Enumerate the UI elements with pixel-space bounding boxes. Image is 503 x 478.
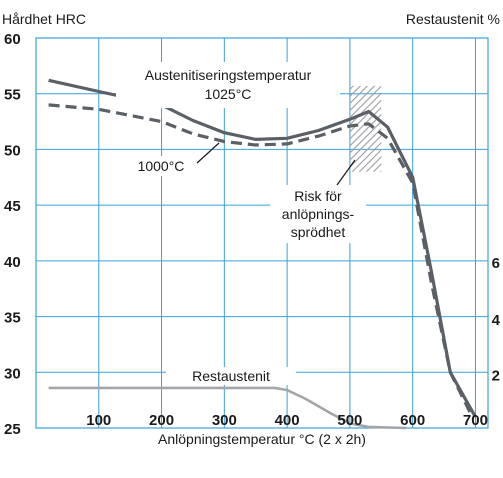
- series-line-1025: [48, 78, 477, 418]
- series-line-restaustenit: [48, 386, 407, 430]
- y-tick-label-left: 25: [4, 421, 21, 438]
- tick-labels: 100 200 300 400 500 600 700 25 30 35 40 45 50 55 60 2 4 6: [4, 31, 501, 438]
- y-tick-label-left: 60: [4, 31, 21, 48]
- annotation-1000: 1000°C: [138, 158, 185, 174]
- annotation-backdrop: [128, 156, 194, 176]
- x-axis-label: Anlöpningstemperatur °C (2 x 2h): [158, 431, 366, 447]
- annotation-pointer: [336, 159, 356, 186]
- x-tick-label: 500: [337, 412, 362, 429]
- annotation-backdrop: [166, 367, 296, 385]
- x-tick-label: 400: [275, 412, 300, 429]
- y-tick-label-left: 45: [4, 198, 21, 215]
- x-tick-label: 600: [400, 412, 425, 429]
- annotation-risk-line3: sprödhet: [291, 224, 346, 240]
- y-tick-label-right: 2: [492, 368, 500, 385]
- x-tick-label: 200: [149, 412, 174, 429]
- annotation-risk-line1: Risk för: [294, 188, 342, 204]
- annotation-austenit-line2: 1025°C: [205, 86, 252, 102]
- series-group: [48, 78, 477, 430]
- x-tick-label: 300: [212, 412, 237, 429]
- annotation-backdrop: [270, 185, 366, 243]
- annotation-backdrop: [116, 62, 340, 108]
- y-tick-label-left: 50: [4, 142, 21, 159]
- y-axis-label-left: Hårdhet HRC: [2, 11, 86, 27]
- annotation-restaustenit: Restaustenit: [192, 368, 270, 384]
- annotation-austenit-line1: Austenitiseringstemperatur: [145, 67, 312, 83]
- y-tick-label-left: 35: [4, 310, 21, 327]
- x-tick-label: 100: [86, 412, 111, 429]
- plot-frame: [35, 37, 489, 429]
- annotation-pointer: [196, 142, 220, 164]
- y-tick-label-right: 6: [492, 255, 500, 272]
- y-tick-label-left: 30: [4, 365, 21, 382]
- y-axis-label-right: Restaustenit %: [406, 11, 500, 27]
- risk-zone-hatch: [349, 85, 382, 172]
- y-tick-label-right: 4: [492, 312, 501, 329]
- y-tick-label-left: 40: [4, 254, 21, 271]
- risk-zone: [349, 85, 382, 172]
- x-tick-label: 700: [463, 412, 488, 429]
- annotations: Austenitiseringstemperatur 1025°C 1000°C…: [116, 62, 366, 385]
- annotation-risk-line2: anlöpnings-: [282, 206, 355, 222]
- y-tick-label-left: 55: [4, 87, 21, 104]
- series-line-1000: [48, 103, 474, 418]
